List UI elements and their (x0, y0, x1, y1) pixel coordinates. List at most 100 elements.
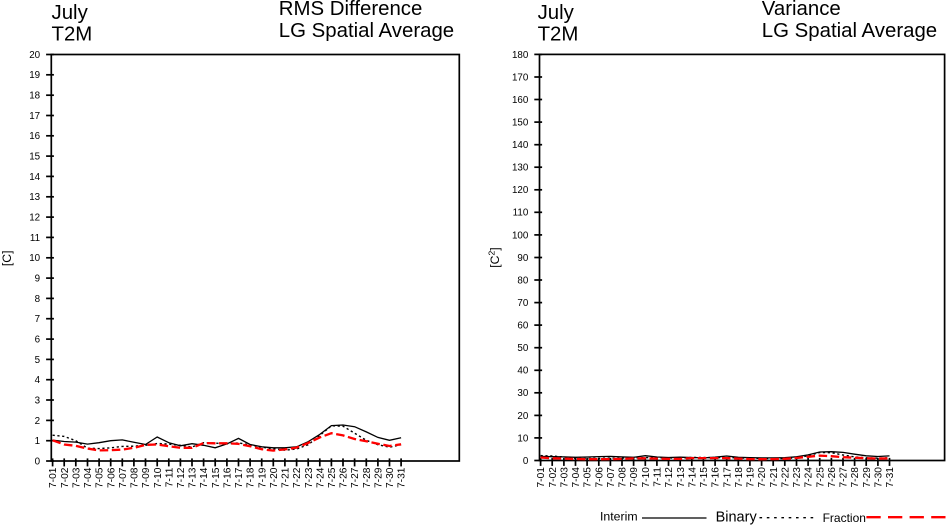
svg-text:150: 150 (512, 118, 529, 129)
svg-text:7-28: 7-28 (850, 467, 861, 488)
svg-text:7-18: 7-18 (734, 467, 745, 488)
svg-text:7-01: 7-01 (48, 467, 59, 488)
svg-text:8: 8 (35, 294, 41, 305)
svg-text:14: 14 (29, 172, 40, 183)
svg-text:7-09: 7-09 (629, 467, 640, 488)
svg-text:11: 11 (30, 233, 40, 244)
svg-text:7-26: 7-26 (827, 467, 838, 488)
svg-text:50: 50 (517, 343, 528, 354)
svg-text:0: 0 (35, 456, 41, 467)
svg-text:4: 4 (35, 375, 41, 386)
svg-text:7-22: 7-22 (780, 467, 791, 488)
svg-text:80: 80 (517, 275, 528, 286)
svg-text:7-20: 7-20 (757, 467, 768, 488)
svg-text:170: 170 (512, 72, 529, 83)
svg-text:7-17: 7-17 (722, 467, 733, 488)
svg-text:7-03: 7-03 (71, 467, 82, 488)
svg-text:100: 100 (512, 230, 529, 241)
svg-text:7-25: 7-25 (327, 467, 338, 488)
svg-text:7-27: 7-27 (350, 467, 361, 488)
svg-text:7-21: 7-21 (769, 467, 780, 488)
svg-text:60: 60 (517, 321, 528, 332)
svg-text:7-11: 7-11 (164, 467, 175, 487)
svg-text:7-03: 7-03 (560, 467, 571, 488)
svg-text:110: 110 (513, 208, 529, 219)
svg-text:Binary: Binary (716, 510, 758, 525)
svg-text:7-14: 7-14 (199, 467, 210, 488)
svg-text:7-10: 7-10 (153, 467, 164, 488)
svg-text:Interim: Interim (600, 510, 638, 524)
svg-text:7-13: 7-13 (676, 467, 687, 488)
svg-text:7-12: 7-12 (176, 467, 187, 488)
svg-text:7-26: 7-26 (339, 467, 350, 488)
svg-text:Fraction: Fraction (823, 511, 866, 525)
svg-text:7-06: 7-06 (594, 467, 605, 488)
svg-text:7-05: 7-05 (95, 467, 106, 488)
svg-text:2: 2 (35, 416, 40, 427)
svg-text:7-02: 7-02 (548, 467, 559, 488)
svg-text:7-27: 7-27 (839, 467, 850, 488)
svg-text:7-12: 7-12 (664, 467, 675, 488)
svg-text:7-14: 7-14 (687, 467, 698, 488)
svg-text:12: 12 (29, 213, 40, 224)
svg-text:10: 10 (517, 433, 528, 444)
svg-text:July: July (538, 2, 575, 24)
svg-text:7-21: 7-21 (281, 467, 292, 488)
svg-text:17: 17 (29, 111, 40, 122)
svg-text:7-23: 7-23 (304, 467, 315, 488)
svg-text:140: 140 (512, 140, 529, 151)
svg-text:160: 160 (512, 95, 529, 106)
svg-text:7-29: 7-29 (374, 467, 385, 488)
svg-text:7-24: 7-24 (804, 467, 815, 488)
svg-text:6: 6 (35, 334, 41, 345)
svg-text:7-02: 7-02 (60, 467, 71, 488)
svg-text:7-06: 7-06 (106, 467, 117, 488)
svg-text:1: 1 (35, 436, 40, 447)
svg-text:7-29: 7-29 (862, 467, 873, 488)
svg-text:90: 90 (517, 253, 528, 264)
svg-text:3: 3 (35, 395, 41, 406)
svg-text:7-16: 7-16 (711, 467, 722, 488)
svg-text:7-07: 7-07 (118, 467, 129, 488)
svg-text:40: 40 (517, 366, 528, 377)
svg-text:7-23: 7-23 (792, 467, 803, 488)
svg-text:T2M: T2M (538, 24, 579, 46)
svg-text:7-31: 7-31 (397, 467, 408, 488)
svg-text:July: July (52, 2, 89, 24)
svg-text:7-07: 7-07 (606, 467, 617, 488)
svg-text:7-08: 7-08 (130, 467, 141, 488)
svg-text:180: 180 (512, 50, 529, 61)
svg-text:7-24: 7-24 (315, 467, 326, 488)
svg-text:7-30: 7-30 (385, 467, 396, 488)
svg-text:7-01: 7-01 (536, 467, 547, 488)
svg-text:7-13: 7-13 (188, 467, 199, 488)
svg-text:120: 120 (512, 185, 529, 196)
svg-text:[C2]: [C2] (486, 247, 502, 267)
svg-text:18: 18 (29, 91, 40, 102)
svg-text:7-19: 7-19 (257, 467, 268, 488)
svg-text:7-16: 7-16 (223, 467, 234, 488)
svg-text:[C]: [C] (0, 251, 14, 267)
svg-text:7-18: 7-18 (246, 467, 257, 488)
svg-text:7-31: 7-31 (885, 467, 896, 488)
svg-text:7-04: 7-04 (83, 467, 94, 488)
svg-text:10: 10 (29, 253, 40, 264)
svg-text:15: 15 (29, 152, 40, 163)
svg-text:7-05: 7-05 (583, 467, 594, 488)
svg-text:7-15: 7-15 (699, 467, 710, 488)
svg-text:20: 20 (517, 411, 528, 422)
svg-text:9: 9 (35, 274, 40, 285)
svg-text:T2M: T2M (52, 24, 93, 46)
svg-text:7-08: 7-08 (618, 467, 629, 488)
svg-text:13: 13 (29, 192, 40, 203)
svg-text:7: 7 (35, 314, 40, 325)
svg-text:20: 20 (29, 50, 40, 61)
svg-text:7-30: 7-30 (874, 467, 885, 488)
svg-text:7-17: 7-17 (234, 467, 245, 488)
svg-text:16: 16 (29, 131, 40, 142)
svg-text:7-28: 7-28 (362, 467, 373, 488)
svg-text:7-11: 7-11 (653, 467, 664, 487)
svg-text:30: 30 (517, 388, 528, 399)
svg-text:7-25: 7-25 (815, 467, 826, 488)
svg-text:5: 5 (35, 355, 41, 366)
